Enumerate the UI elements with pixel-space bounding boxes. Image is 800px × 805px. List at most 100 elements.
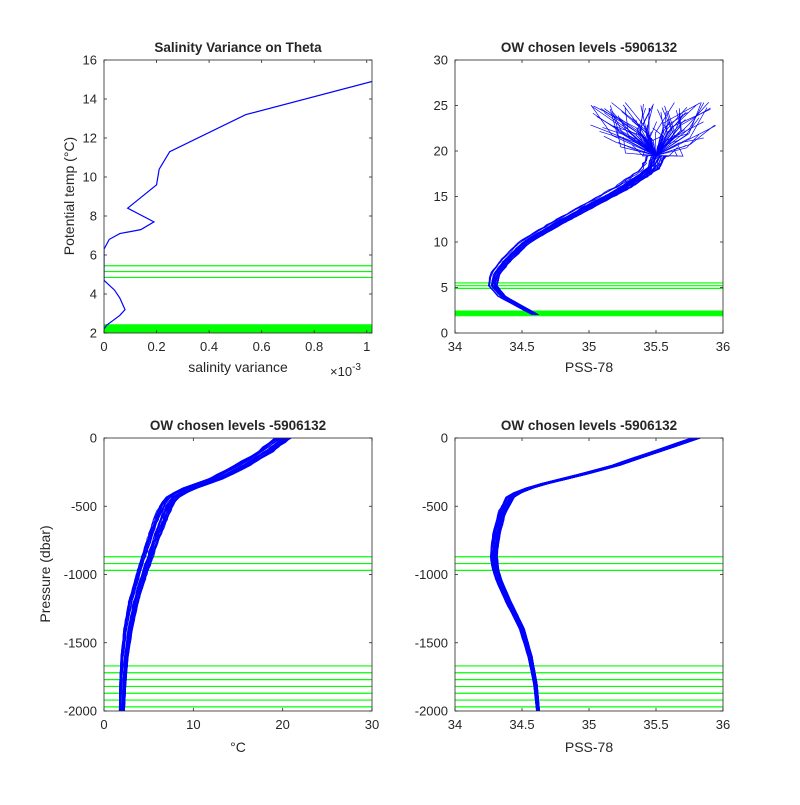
y-tick-label: 6 <box>90 248 97 263</box>
plot-area <box>455 60 723 333</box>
x-ticks: 34 34.5 35 35.5 36 <box>448 438 730 732</box>
surface-profile-line <box>609 109 657 156</box>
surface-profile-line <box>655 102 675 156</box>
y-tick-label: -1000 <box>415 567 448 582</box>
chosen-levels <box>104 265 372 333</box>
x-axis-label: PSS-78 <box>565 359 613 375</box>
y-tick-label: 2 <box>90 326 97 341</box>
y-tick-label: 12 <box>83 131 97 146</box>
profile-line <box>124 438 291 711</box>
surface-profile-line <box>590 104 657 156</box>
profile-line <box>495 155 666 316</box>
data-series <box>104 80 372 330</box>
y-tick-label: -2000 <box>64 704 97 719</box>
x-tick-label: 0.2 <box>148 339 166 354</box>
profile-line <box>491 438 694 711</box>
y-ticks: 2 4 6 8 10 12 14 16 <box>83 53 372 341</box>
surface-profile-line <box>632 118 657 156</box>
chosen-levels <box>455 282 723 317</box>
chosen-levels <box>104 556 372 708</box>
surface-profile-line <box>645 125 657 156</box>
chart-title: OW chosen levels -5906132 <box>150 418 326 433</box>
y-ticks: -2000 -1500 -1000 -500 0 <box>64 431 372 719</box>
profile-line <box>489 155 649 316</box>
x-tick-label: 35.5 <box>643 717 668 732</box>
y-ticks: 0 5 10 15 20 25 30 <box>434 53 723 341</box>
x-tick-label: 0.6 <box>253 339 271 354</box>
surface-profile-line <box>655 107 711 156</box>
y-tick-label: 10 <box>83 170 97 185</box>
surface-profile-line <box>603 135 657 156</box>
x-tick-label: 35 <box>582 717 596 732</box>
y-tick-label: 5 <box>441 280 448 295</box>
surface-profile-line <box>655 137 704 156</box>
x-tick-label: 0.8 <box>305 339 323 354</box>
profile-line <box>496 155 667 316</box>
chart-title: OW chosen levels -5906132 <box>501 418 677 433</box>
y-axis-label: Potential temp (°C) <box>61 137 77 255</box>
y-tick-label: -1500 <box>64 635 97 650</box>
profile-line <box>488 155 648 316</box>
y-tick-label: -500 <box>71 499 97 514</box>
x-tick-label: 0.4 <box>200 339 218 354</box>
x-tick-label: 0 <box>100 339 107 354</box>
surface-profile-line <box>655 102 709 156</box>
panel-salinity-variance: 0 0.2 0.4 0.6 0.8 1 2 4 6 8 10 12 14 16 Salinity Var… <box>61 40 373 379</box>
profile-line <box>494 155 661 316</box>
x-tick-label: 10 <box>186 717 200 732</box>
y-tick-label: 0 <box>441 431 448 446</box>
y-tick-label: 15 <box>434 189 448 204</box>
y-tick-label: -500 <box>422 499 448 514</box>
y-tick-label: 0 <box>441 326 448 341</box>
surface-profile-line <box>655 121 704 156</box>
y-tick-label: 25 <box>434 98 448 113</box>
surface-profile-line <box>655 149 678 157</box>
y-axis-label: Pressure (dbar) <box>37 525 53 622</box>
x-tick-label: 34.5 <box>509 339 534 354</box>
surface-profile-line <box>655 119 686 156</box>
panel-temperature-pressure: 0 10 20 30 -2000 -1500 -1000 -500 0 OW chosen l… <box>37 418 379 755</box>
surface-profile-line <box>655 144 686 156</box>
x-tick-label: 34.5 <box>509 717 534 732</box>
surface-profile-line <box>603 112 657 156</box>
y-tick-label: 20 <box>434 144 448 159</box>
surface-profile-line <box>655 134 700 156</box>
surface-profile-line <box>617 142 657 156</box>
chosen-levels <box>455 556 723 708</box>
profile-line <box>494 438 697 711</box>
x-axis-label: °C <box>230 739 246 755</box>
surface-profile-line <box>652 127 664 156</box>
x-tick-label: 1 <box>363 339 370 354</box>
profile-line <box>120 438 282 711</box>
x-exponent: ×10-3 <box>330 362 361 379</box>
y-tick-label: 10 <box>434 235 448 250</box>
x-tick-label: 30 <box>365 717 379 732</box>
surface-profile-line <box>593 105 657 156</box>
panel-salinity-pressure: 34 34.5 35 35.5 36 -2000 -1500 -1000 -500 0 OW c… <box>415 418 730 755</box>
profile-line <box>491 155 657 316</box>
profile-line <box>119 438 276 711</box>
y-ticks: -2000 -1500 -1000 -500 0 <box>415 431 723 719</box>
x-ticks: 0 10 20 30 <box>100 438 379 732</box>
profile-line <box>122 438 287 711</box>
y-tick-label: 0 <box>90 431 97 446</box>
x-tick-label: 0 <box>100 717 107 732</box>
x-tick-label: 20 <box>275 717 289 732</box>
y-tick-label: -2000 <box>415 704 448 719</box>
y-tick-label: 16 <box>83 53 97 68</box>
x-axis-label: PSS-78 <box>565 739 613 755</box>
y-tick-label: 14 <box>83 92 97 107</box>
profile-line <box>491 155 655 316</box>
x-ticks: 0 0.2 0.4 0.6 0.8 1 <box>100 60 370 354</box>
y-tick-label: -1500 <box>415 635 448 650</box>
surface-profile-line <box>648 121 657 156</box>
x-tick-label: 35 <box>582 339 596 354</box>
surface-profile-line <box>655 102 705 156</box>
x-ticks: 34 34.5 35 35.5 36 <box>448 60 730 354</box>
variance-profile-line <box>104 80 372 330</box>
x-tick-label: 36 <box>716 339 730 354</box>
x-tick-label: 34 <box>448 339 462 354</box>
profile-line <box>121 438 283 711</box>
